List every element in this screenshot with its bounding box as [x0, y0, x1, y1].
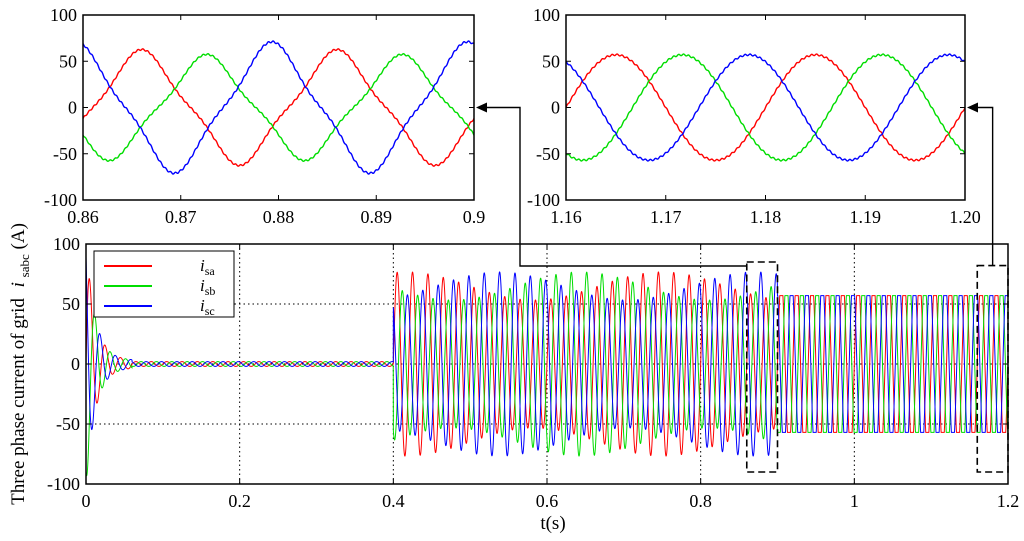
- main-x-tick-label: 0.4: [382, 491, 405, 511]
- zoom-left-x-tick-label: 0.9: [463, 207, 486, 227]
- zoom-left-y-tick-label: -50: [53, 144, 77, 164]
- main-y-tick-label: -100: [47, 474, 80, 494]
- zoom-left-series-i_sb: [83, 53, 474, 163]
- main-series-isc: [86, 256, 1008, 457]
- zoom-left-x-tick-label: 0.86: [67, 207, 99, 227]
- main-series-isb: [86, 271, 1008, 477]
- zoom-right-y-tick-label: -50: [536, 144, 560, 164]
- zoom-chart-left: 0.86 0.87 0.88 0.89 0.9 -100 -50 0 50 100: [44, 5, 485, 227]
- zoom-right-x-tick-label: 1.18: [750, 207, 782, 227]
- main-y-tick-label: 50: [62, 294, 80, 314]
- arrow-head-right: [967, 102, 978, 113]
- main-x-tick-label: 0.8: [689, 491, 712, 511]
- zoom-right-x-tick-label: 1.20: [949, 207, 981, 227]
- zoom-left-y-tick-label: 100: [50, 5, 77, 25]
- zoom-right-y-tick-label: 100: [533, 5, 560, 25]
- zoom-box: [745, 261, 779, 473]
- zoom-connector-left: [486, 106, 747, 267]
- legend-label: isb: [200, 276, 215, 298]
- y-axis-label-main: Three phase current of grid: [8, 298, 29, 505]
- zoom-left-series-i_sc: [83, 40, 474, 175]
- zoom-right-x-tick-label: 1.16: [550, 207, 582, 227]
- x-axis-label: t(s): [540, 513, 565, 534]
- y-axis-label-text: Three phase current of grid i sabc (A): [8, 223, 34, 505]
- main-plot-area: [86, 256, 1008, 477]
- main-x-tick-label: 0.6: [536, 491, 559, 511]
- zoom-left-plot-area: [83, 40, 474, 175]
- zoom-left-y-tick-label: -100: [44, 190, 77, 210]
- zoom-right-x-tick-label: 1.19: [850, 207, 882, 227]
- zoom-right-series-i_sb: [566, 53, 965, 162]
- main-y-tick-label: 0: [71, 354, 80, 374]
- zoom-right-series-i_sc: [566, 53, 965, 162]
- y-axis-label: Three phase current of grid i sabc (A): [8, 223, 34, 505]
- y-axis-label-subscript: sabc: [17, 254, 32, 277]
- main-x-tick-label: 1: [850, 491, 859, 511]
- zoom-right-series-i_sa: [566, 53, 965, 162]
- main-x-tick-label: 0.2: [228, 491, 251, 511]
- zoom-left-y-tick-label: 0: [68, 98, 77, 118]
- main-series-isa: [86, 271, 1008, 457]
- main-x-tick-label: 1.2: [997, 491, 1020, 511]
- zoom-left-x-tick-label: 0.87: [165, 207, 197, 227]
- zoom-right-x-tick-label: 1.17: [650, 207, 682, 227]
- main-y-tick-label: -50: [56, 414, 80, 434]
- zoom-connector-right: [977, 106, 994, 266]
- zoom-left-series-i_sa: [83, 48, 474, 167]
- zoom-right-y-tick-label: 50: [542, 51, 560, 71]
- main-x-tick-label: 0: [82, 491, 91, 511]
- zoom-right-y-tick-label: 0: [551, 98, 560, 118]
- legend-label: isc: [200, 296, 215, 318]
- zoom-right-plot-area: [566, 53, 965, 162]
- zoom-left-y-tick-label: 50: [59, 51, 77, 71]
- zoom-left-x-tick-label: 0.88: [263, 207, 295, 227]
- main-y-tick-label: 100: [53, 234, 80, 254]
- zoom-chart-right: 1.16 1.17 1.18 1.19 1.20 -100 -50 0 50 100: [527, 5, 981, 227]
- legend-label: isa: [200, 256, 215, 278]
- y-axis-label-unit: (A): [8, 223, 29, 249]
- arrow-head-left: [476, 102, 487, 113]
- y-axis-label-symbol: i: [8, 282, 29, 287]
- zoom-annotations: [476, 102, 1009, 473]
- zoom-left-x-tick-label: 0.89: [361, 207, 393, 227]
- zoom-right-y-tick-label: -100: [527, 190, 560, 210]
